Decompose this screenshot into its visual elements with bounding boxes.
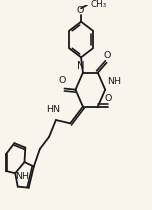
Text: O: O <box>104 94 112 103</box>
Text: O: O <box>77 6 84 15</box>
Text: N: N <box>77 61 85 71</box>
Text: NH: NH <box>107 77 121 86</box>
Text: CH₃: CH₃ <box>91 0 107 9</box>
Text: NH: NH <box>15 172 29 181</box>
Text: O: O <box>59 76 66 85</box>
Text: HN: HN <box>46 105 60 114</box>
Text: O: O <box>103 51 111 60</box>
